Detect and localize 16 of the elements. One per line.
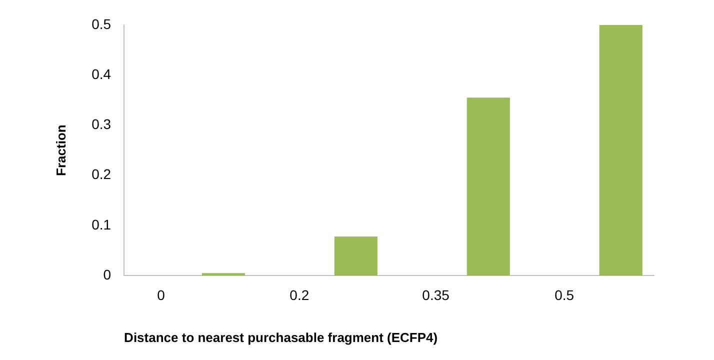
x-tick-label: 0 [157, 286, 166, 303]
bar [202, 273, 245, 276]
y-axis-title: Fraction [53, 124, 68, 176]
y-tick-label: 0.4 [92, 66, 112, 82]
x-tick-label: 0.2 [290, 286, 310, 303]
x-axis-title: Distance to nearest purchasable fragment (ECFP4) [124, 330, 438, 345]
bar [599, 25, 642, 276]
y-tick-label: 0.2 [92, 166, 112, 182]
y-tick-label: 0.1 [92, 216, 112, 232]
bar [466, 98, 510, 276]
y-tick-label: 0.5 [92, 16, 112, 32]
bar [334, 236, 378, 276]
y-tick-label: 0.3 [92, 116, 112, 132]
x-tick-label: 0.5 [554, 286, 574, 303]
x-tick-label: 0.35 [422, 286, 450, 303]
y-tick-label: 0 [103, 266, 112, 282]
